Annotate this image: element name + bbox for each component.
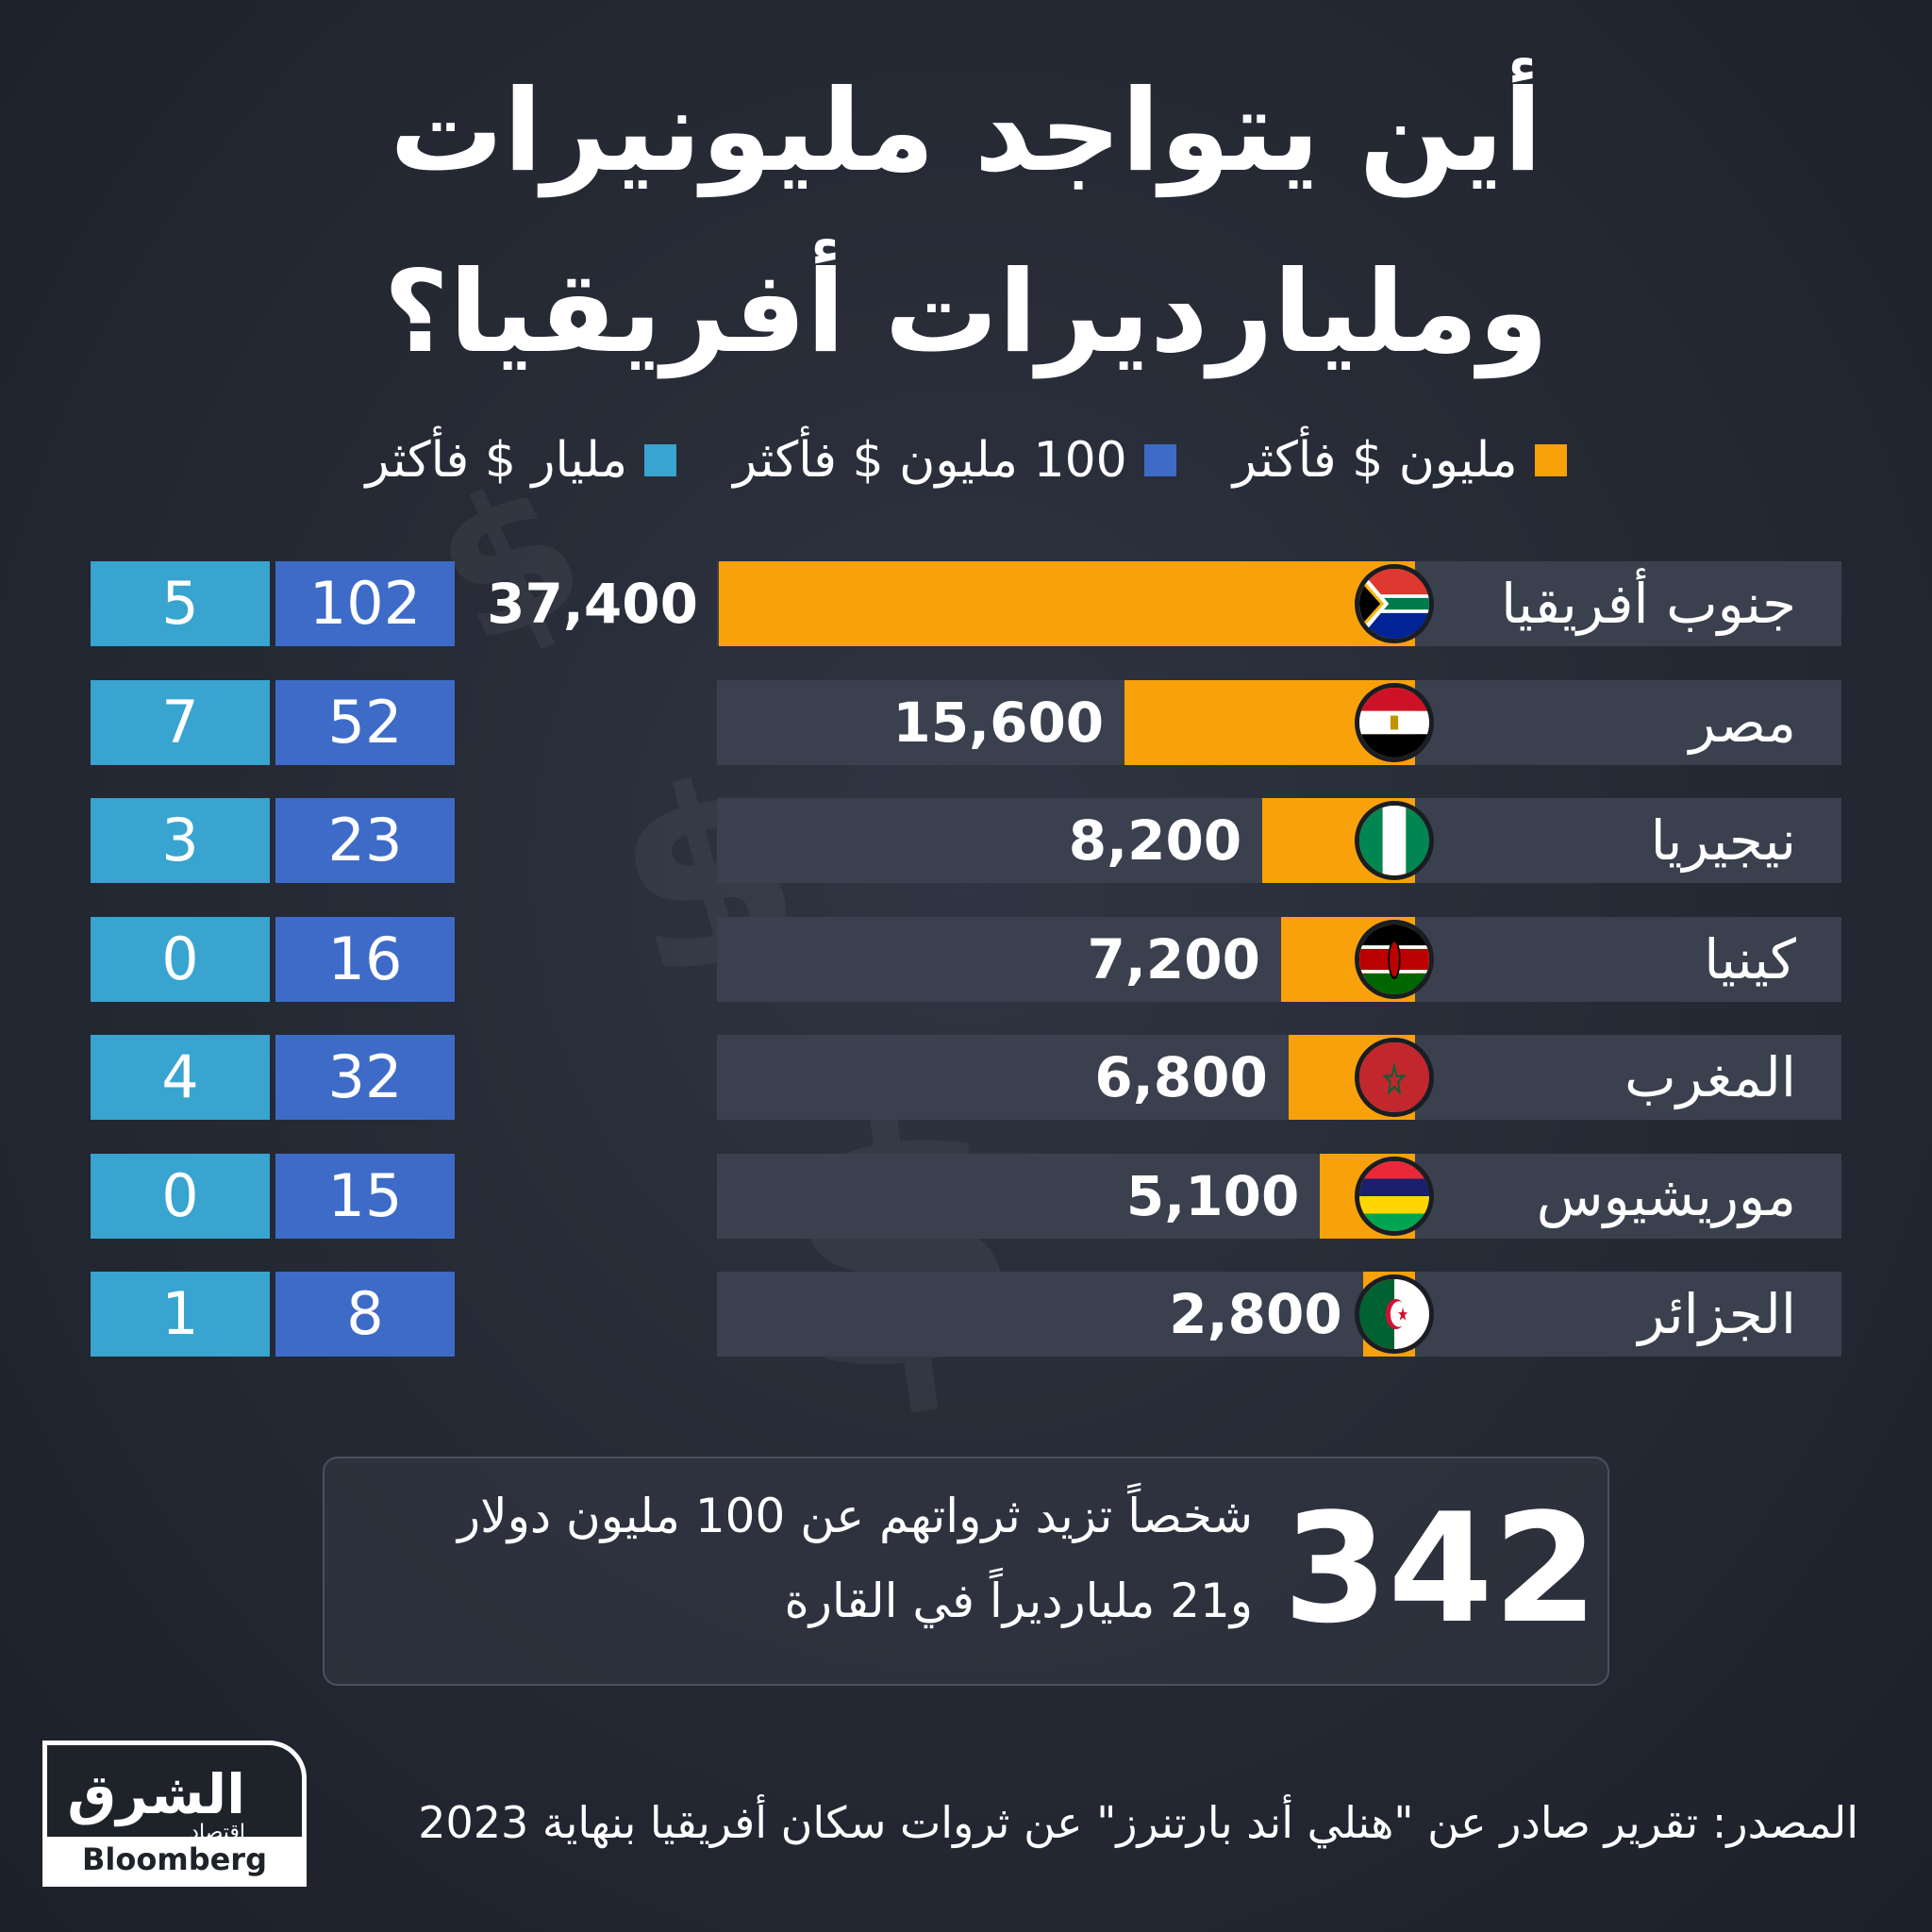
country-label: نيجيريا <box>1650 808 1796 873</box>
value-label-millionaires: 6,800 <box>1094 1045 1268 1109</box>
bar-millionaires <box>719 561 1415 646</box>
nigeria-flag-icon <box>1355 801 1434 880</box>
legend-label: مليون $ فأكثر <box>1232 432 1518 489</box>
chart-title-line1: أين يتواجد مليونيرات <box>390 66 1542 197</box>
logo-arabic: الشرق <box>67 1762 245 1826</box>
summary-box <box>323 1457 1609 1686</box>
country-label: المغرب <box>1624 1045 1796 1109</box>
logo-english: Bloomberg <box>47 1837 302 1882</box>
source-note: المصدر: تقرير صادر عن "هنلي أند بارتنرز"… <box>418 1797 1858 1848</box>
legend-swatch <box>1534 444 1567 476</box>
cell-100-million: 15 <box>275 1153 455 1239</box>
chart-title-line2: ومليارديرات أفريقيا؟ <box>383 247 1549 378</box>
legend-item-millionaire: مليون $ فأكثر <box>1233 432 1567 489</box>
summary-text-line2: و21 مليارديراً في القارة <box>784 1574 1254 1628</box>
legend-swatch <box>644 444 677 476</box>
legend-label: 100 مليون $ فأكثر <box>733 432 1127 489</box>
cell-100-million: 52 <box>275 679 455 765</box>
country-label: مصر <box>1689 690 1796 755</box>
asharq-bloomberg-logo: الشرق اقتصاد Bloomberg <box>42 1740 307 1887</box>
country-label: موريشيوس <box>1536 1163 1796 1228</box>
mauritius-flag-icon <box>1355 1156 1434 1236</box>
value-label-millionaires: 5,100 <box>1125 1163 1300 1228</box>
chart-row-track <box>717 1272 1841 1357</box>
chart-row-track <box>717 1153 1841 1239</box>
legend-label: مليار $ فأكثر <box>365 432 628 489</box>
cell-billion: 5 <box>91 561 270 646</box>
cell-billion: 0 <box>91 916 270 1002</box>
value-label-millionaires: 37,400 <box>487 572 698 636</box>
value-label-millionaires: 8,200 <box>1068 808 1242 873</box>
summary-text-line1: شخصاً تزيد ثرواتهم عن 100 مليون دولار <box>458 1489 1253 1543</box>
cell-100-million: 8 <box>275 1272 455 1357</box>
country-label: كينيا <box>1704 926 1796 991</box>
cell-100-million: 23 <box>275 798 455 883</box>
south-africa-flag-icon <box>1355 564 1434 643</box>
chart-row-track <box>717 1035 1841 1120</box>
cell-billion: 4 <box>91 1035 270 1120</box>
cell-100-million: 102 <box>275 561 455 646</box>
value-label-millionaires: 7,200 <box>1087 926 1260 991</box>
value-label-millionaires: 15,600 <box>892 690 1105 755</box>
cell-billion: 0 <box>91 1153 270 1239</box>
cell-100-million: 32 <box>275 1035 455 1120</box>
cell-billion: 7 <box>91 679 270 765</box>
summary-number: 342 <box>1283 1480 1598 1657</box>
chart-row-track <box>717 916 1841 1002</box>
algeria-flag-icon <box>1355 1274 1434 1354</box>
kenya-flag-icon <box>1355 919 1434 999</box>
legend-item-billionaire: مليار $ فأكثر <box>365 432 677 489</box>
country-label: الجزائر <box>1638 1282 1797 1346</box>
cell-billion: 3 <box>91 798 270 883</box>
country-label: جنوب أفريقيا <box>1501 572 1796 636</box>
cell-100-million: 16 <box>275 916 455 1002</box>
legend-item-centimillionaire: 100 مليون $ فأكثر <box>733 432 1176 489</box>
egypt-flag-icon <box>1355 682 1434 762</box>
morocco-flag-icon <box>1355 1038 1434 1117</box>
cell-billion: 1 <box>91 1272 270 1357</box>
value-label-millionaires: 2,800 <box>1169 1282 1342 1346</box>
chart-legend: مليون $ فأكثر 100 مليون $ فأكثر مليار $ … <box>283 432 1649 489</box>
legend-swatch <box>1143 444 1176 476</box>
